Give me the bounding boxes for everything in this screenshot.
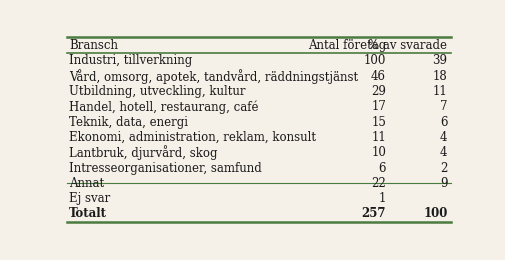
Text: Antal företag: Antal företag bbox=[308, 39, 386, 52]
Text: 18: 18 bbox=[433, 70, 447, 83]
Text: 100: 100 bbox=[364, 54, 386, 67]
Text: Lantbruk, djurvård, skog: Lantbruk, djurvård, skog bbox=[69, 145, 218, 160]
Text: 15: 15 bbox=[371, 116, 386, 129]
Text: Annat: Annat bbox=[69, 177, 104, 190]
Text: 11: 11 bbox=[371, 131, 386, 144]
Text: 4: 4 bbox=[440, 146, 447, 159]
Text: % av svarade: % av svarade bbox=[369, 39, 447, 52]
Text: 9: 9 bbox=[440, 177, 447, 190]
Text: Handel, hotell, restaurang, café: Handel, hotell, restaurang, café bbox=[69, 100, 259, 114]
Text: 17: 17 bbox=[371, 100, 386, 113]
Text: Teknik, data, energi: Teknik, data, energi bbox=[69, 116, 188, 129]
Text: Ej svar: Ej svar bbox=[69, 192, 110, 205]
Text: Bransch: Bransch bbox=[69, 39, 118, 52]
Text: 2: 2 bbox=[440, 161, 447, 174]
Text: Industri, tillverkning: Industri, tillverkning bbox=[69, 54, 192, 67]
Text: 257: 257 bbox=[362, 207, 386, 220]
Text: 1: 1 bbox=[379, 192, 386, 205]
Text: 100: 100 bbox=[423, 207, 447, 220]
Text: 10: 10 bbox=[371, 146, 386, 159]
Text: 6: 6 bbox=[440, 116, 447, 129]
Text: 39: 39 bbox=[432, 54, 447, 67]
Text: Vård, omsorg, apotek, tandvård, räddningstjänst: Vård, omsorg, apotek, tandvård, räddning… bbox=[69, 69, 358, 84]
Text: Totalt: Totalt bbox=[69, 207, 107, 220]
Text: 7: 7 bbox=[440, 100, 447, 113]
Text: 46: 46 bbox=[371, 70, 386, 83]
Text: 11: 11 bbox=[433, 85, 447, 98]
Text: 29: 29 bbox=[371, 85, 386, 98]
Text: 6: 6 bbox=[379, 161, 386, 174]
Text: 22: 22 bbox=[371, 177, 386, 190]
Text: Utbildning, utveckling, kultur: Utbildning, utveckling, kultur bbox=[69, 85, 245, 98]
Text: Ekonomi, administration, reklam, konsult: Ekonomi, administration, reklam, konsult bbox=[69, 131, 316, 144]
Text: Intresseorganisationer, samfund: Intresseorganisationer, samfund bbox=[69, 161, 262, 174]
Text: 4: 4 bbox=[440, 131, 447, 144]
